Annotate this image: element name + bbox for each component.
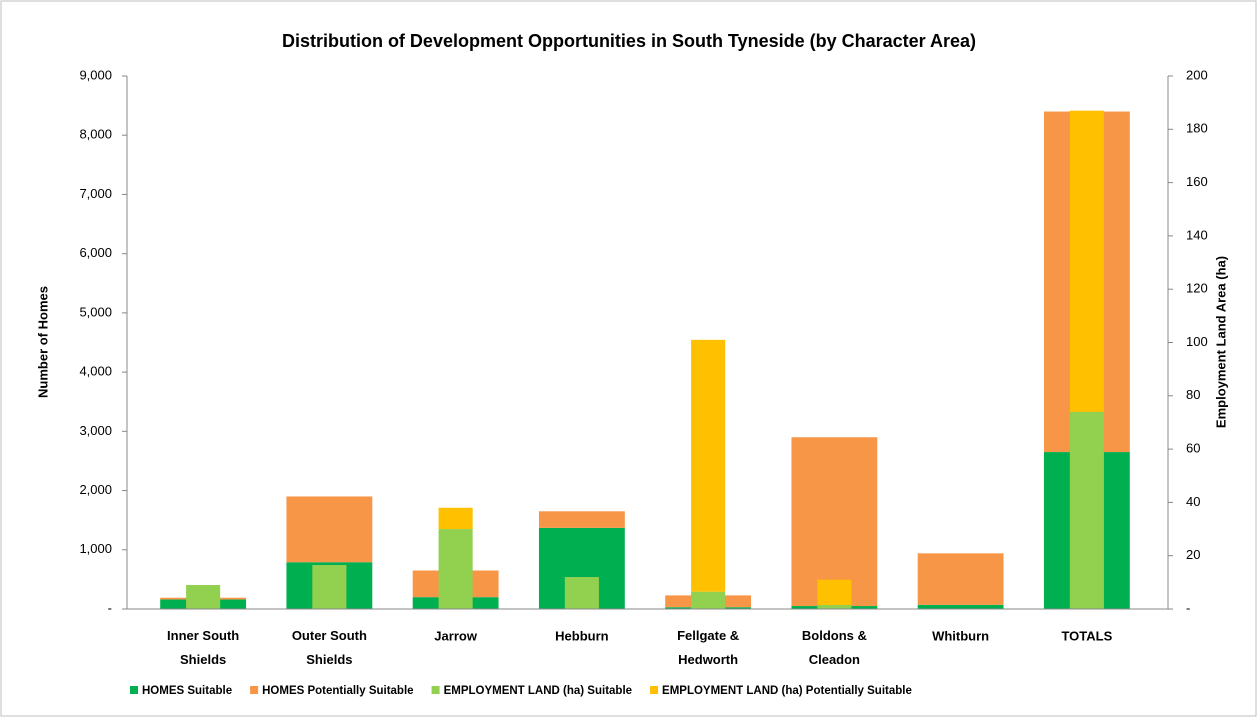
y2-tick-label: 60	[1186, 441, 1200, 456]
legend-label: HOMES Potentially Suitable	[262, 685, 413, 697]
y2-tick-label: 180	[1186, 121, 1208, 136]
bar-segment	[286, 496, 373, 563]
bar-segment	[791, 437, 878, 607]
bar-segment	[438, 529, 473, 609]
legend-swatch	[250, 686, 259, 694]
chart-title: Distribution of Development Opportunitie…	[282, 31, 976, 51]
legend-label: EMPLOYMENT LAND (ha) Suitable	[444, 685, 632, 697]
legend-swatch	[650, 686, 659, 694]
y-tick-label: 2,000	[79, 482, 112, 497]
y-tick-label: 9,000	[79, 67, 112, 82]
bar-segment	[817, 579, 852, 606]
y-tick-label: 6,000	[79, 245, 112, 260]
bar-segment	[917, 604, 1004, 609]
y-tick-label: 7,000	[79, 186, 112, 201]
legend-label: EMPLOYMENT LAND (ha) Potentially Suitabl…	[662, 685, 912, 697]
bar-segment	[538, 511, 625, 528]
y-tick-label: -	[108, 600, 112, 615]
y2-tick-label: 20	[1186, 547, 1200, 562]
bar-segment	[186, 585, 221, 609]
x-tick-label: Outer South Shields	[292, 628, 367, 667]
x-tick-label: Whitburn	[932, 628, 989, 643]
bar-segment	[691, 591, 726, 609]
y2-axis-title: Employment Land Area (ha)	[1213, 256, 1228, 428]
x-tick-label: Boldons & Cleadon	[802, 628, 867, 667]
bar-segment	[564, 577, 599, 609]
x-tick-label: Inner South Shields	[167, 628, 239, 667]
x-tick-label: Fellgate & Hedworth	[677, 628, 739, 667]
bar-segment	[1069, 110, 1104, 412]
y2-tick-label: 100	[1186, 334, 1208, 349]
y-tick-label: 4,000	[79, 364, 112, 379]
bar-segment	[438, 507, 473, 530]
y2-tick-label: 200	[1186, 67, 1208, 82]
y2-tick-label: 160	[1186, 174, 1208, 189]
bar-segment	[917, 553, 1004, 605]
bar-segment	[691, 339, 726, 592]
x-tick-label: Hebburn	[555, 628, 609, 643]
bar-segment	[312, 565, 347, 609]
y-tick-label: 8,000	[79, 127, 112, 142]
y2-tick-label: 140	[1186, 227, 1208, 242]
y2-tick-label: 80	[1186, 387, 1200, 402]
x-tick-label: Jarrow	[434, 628, 478, 643]
legend-swatch	[130, 686, 138, 694]
bar-segment	[1069, 411, 1104, 609]
y2-tick-label: -	[1186, 600, 1190, 615]
y-axis-title: Number of Homes	[35, 286, 50, 398]
legend-label: HOMES Suitable	[142, 685, 232, 697]
y2-tick-label: 40	[1186, 494, 1200, 509]
bar-segment	[817, 605, 852, 609]
y-tick-label: 5,000	[79, 304, 112, 319]
y-tick-label: 3,000	[79, 423, 112, 438]
y2-tick-label: 120	[1186, 281, 1208, 296]
y-tick-label: 1,000	[79, 541, 112, 556]
legend-swatch	[431, 686, 440, 694]
x-tick-label: TOTALS	[1061, 628, 1112, 643]
